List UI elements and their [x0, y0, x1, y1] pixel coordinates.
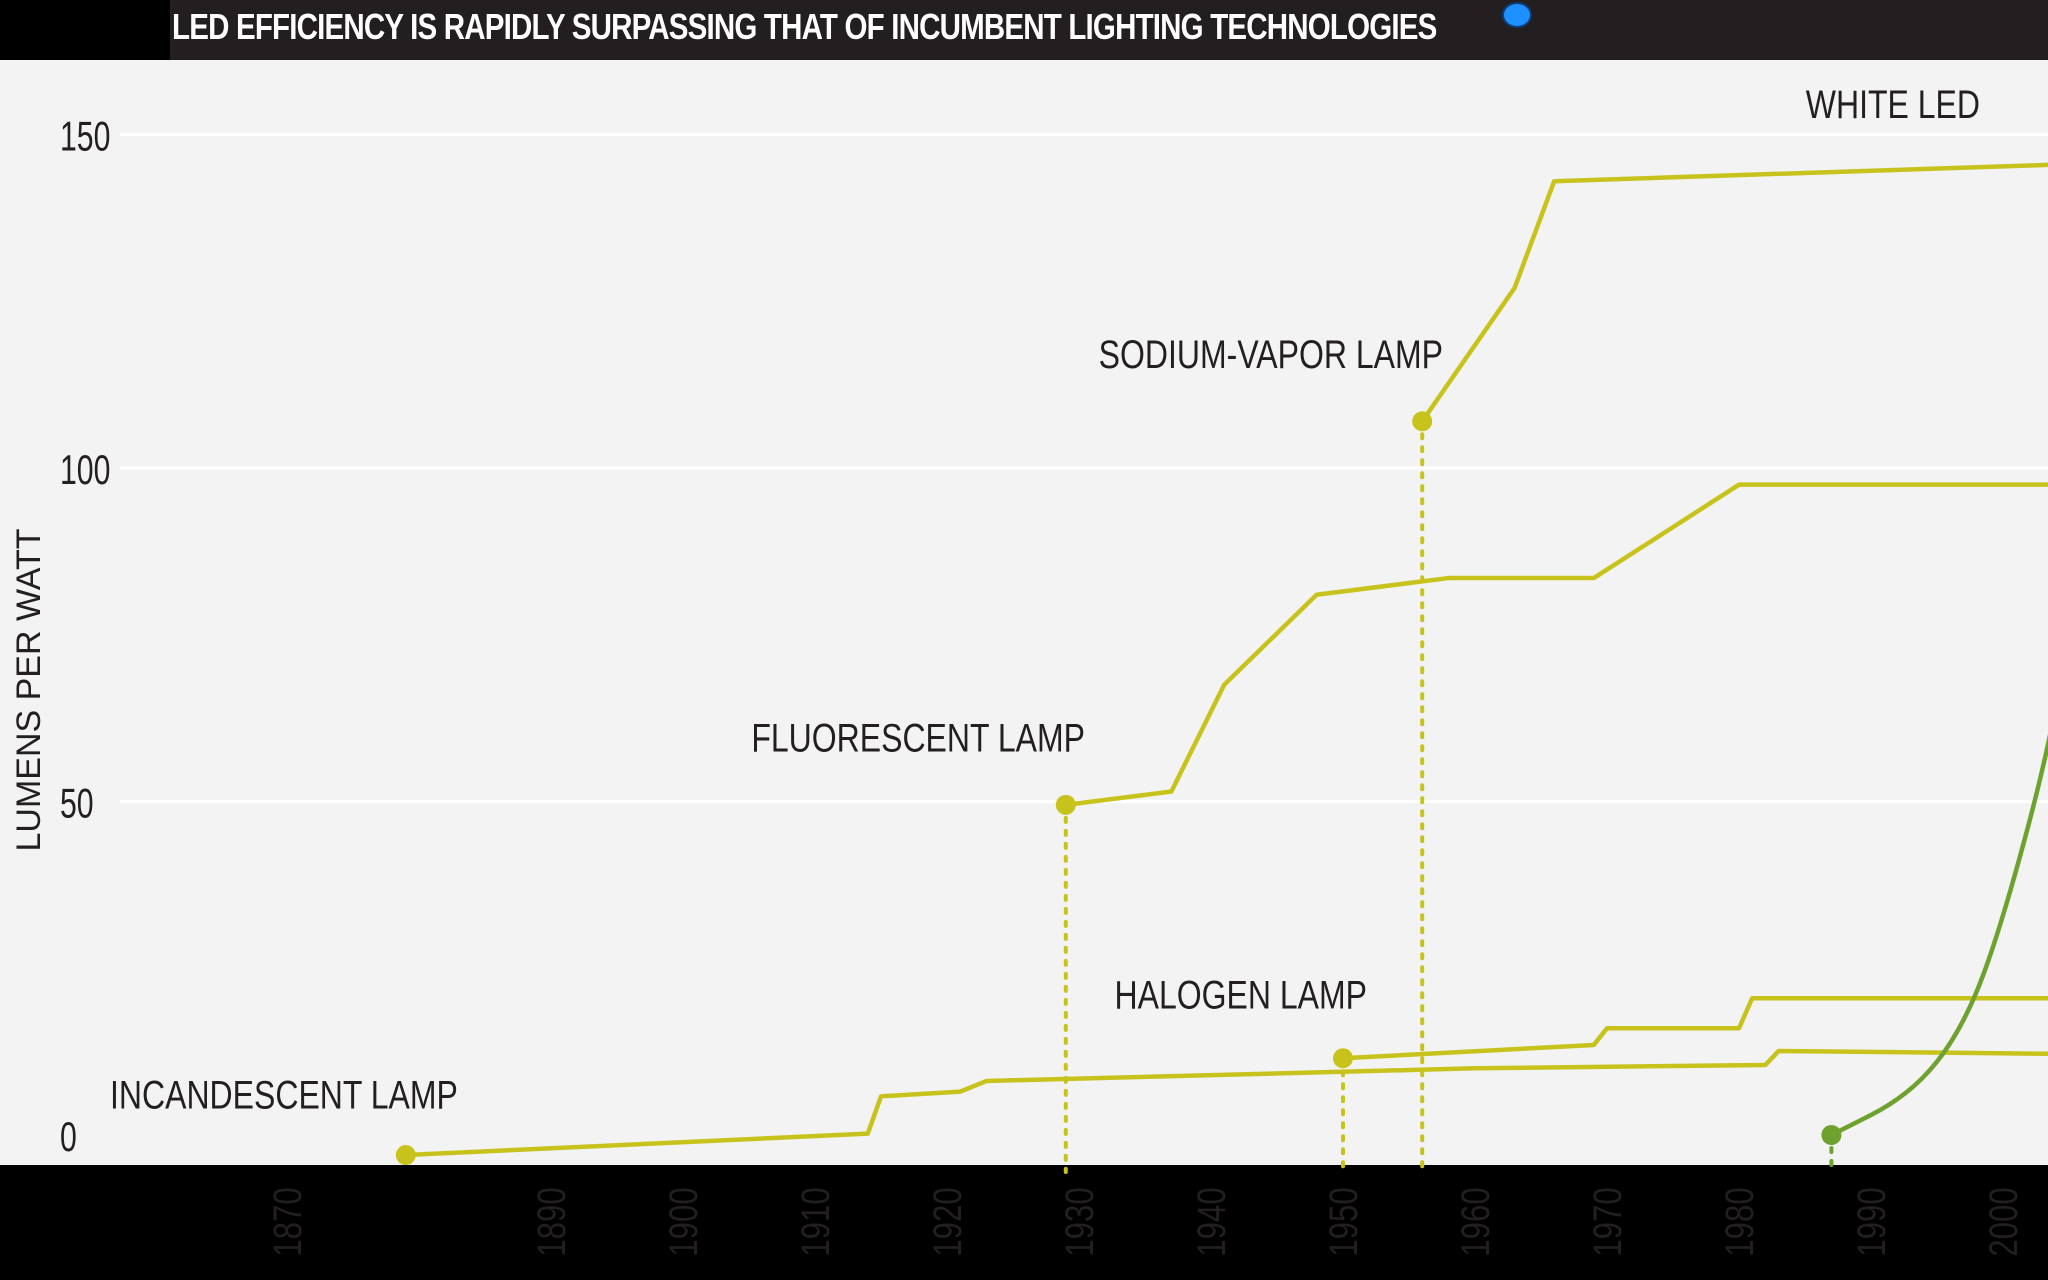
chart-title: LED EFFICIENCY IS RAPIDLY SURPASSING THA… [172, 6, 1437, 47]
series-label: FLUORESCENT LAMP [751, 715, 1085, 760]
series-marker [395, 1145, 416, 1166]
y-tick-label: 50 [60, 780, 94, 827]
series-marker [1412, 411, 1433, 432]
x-tick-label: 1980 [1717, 1187, 1762, 1256]
series-line-incandescent-lamp [403, 1048, 2048, 1158]
series-markers [395, 411, 1842, 1166]
x-tick-label: 1950 [1321, 1187, 1366, 1256]
y-axis-label: LUMENS PER WATT [10, 528, 48, 851]
title-bar [170, 0, 2048, 60]
x-tick-label: 1990 [1849, 1187, 1894, 1256]
y-tick-label: 150 [60, 113, 110, 160]
series-line-sodium-vapor-lamp [1419, 162, 2048, 424]
x-tick-label: 1930 [1057, 1187, 1102, 1256]
series-line-halogen-lamp [1340, 996, 2048, 1061]
x-tick-label: 2000 [1981, 1187, 2026, 1256]
y-tick-label: 100 [60, 446, 110, 493]
x-tick-label: 1870 [265, 1187, 310, 1256]
series-line-fluorescent-lamp [1063, 482, 2048, 808]
series-line-white-led [1829, 733, 2048, 1138]
series-lines [403, 162, 2048, 1158]
cursor-dot-icon [1502, 2, 1532, 28]
x-tick-labels: 1870 1890 1900 1910 1920 1930 1940 1950 1960 1970… [265, 1187, 2026, 1256]
x-tick-label: 1970 [1585, 1187, 1630, 1256]
y-tick-labels: 0 50 100 150 [60, 113, 110, 1161]
x-tick-label: 1940 [1189, 1187, 1234, 1256]
series-label: WHITE LED [1806, 82, 1980, 127]
x-tick-label: 1960 [1453, 1187, 1498, 1256]
series-labels: INCANDESCENT LAMP FLUORESCENT LAMP HALOGEN… [110, 82, 1980, 1118]
plot-background [0, 60, 2048, 1165]
drop-lines [1063, 419, 1834, 1174]
x-tick-label: 1900 [661, 1187, 706, 1256]
y-tick-label: 0 [60, 1113, 77, 1160]
series-marker [1333, 1048, 1353, 1069]
series-label: INCANDESCENT LAMP [110, 1072, 458, 1117]
x-tick-label: 1910 [793, 1187, 838, 1256]
series-marker [1055, 794, 1076, 815]
series-marker [1821, 1125, 1842, 1145]
x-tick-label: 1920 [925, 1187, 970, 1256]
line-chart: 0 50 100 150 1870 1890 1900 1910 1920 1930 1940 19… [0, 60, 2048, 1257]
series-label: HALOGEN LAMP [1114, 972, 1367, 1017]
x-tick-label: 1890 [529, 1187, 574, 1256]
series-label: SODIUM-VAPOR LAMP [1099, 332, 1443, 377]
